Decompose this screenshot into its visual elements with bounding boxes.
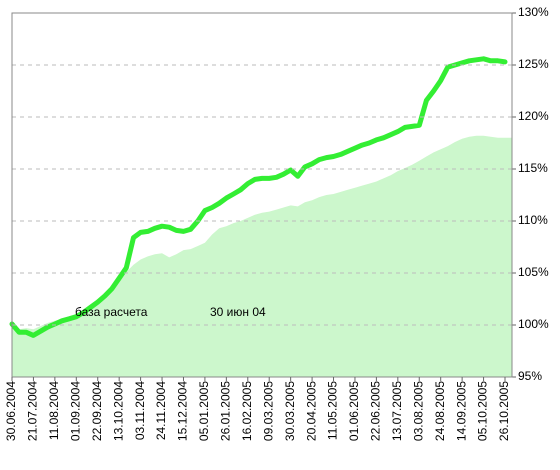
x-tick-label: 05.10.2005 [476,381,490,441]
y-tick-label: 115% [518,161,548,175]
x-tick-label: 22.06.2005 [369,381,383,441]
x-tick-label: 01.06.2005 [347,381,361,441]
x-tick-label: 26.10.2005 [497,381,511,441]
area [12,135,512,377]
y-tick-label: 100% [518,317,549,331]
x-tick-label: 13.10.2004 [111,381,125,441]
x-tick-label: 24.08.2005 [433,381,447,441]
x-tick-label: 14.09.2005 [454,381,468,441]
y-tick-label: 105% [518,265,549,279]
x-tick-label: 24.11.2004 [154,381,168,440]
x-tick-label: 11.05.2005 [326,381,340,440]
x-tick-label: 03.11.2004 [133,381,147,440]
x-tick-label: 26.01.2005 [219,381,233,441]
x-tick-label: 30.03.2005 [283,381,297,441]
annotation: 30 июн 04 [210,305,266,319]
x-tick-label: 21.07.2004 [26,381,40,441]
x-tick-label: 09.03.2005 [261,381,275,441]
x-tick-label: 22.09.2004 [90,381,104,441]
line [9,56,508,338]
plot-frame [11,12,513,378]
x-tick-label: 01.09.2004 [68,381,82,441]
x-tick-label: 20.04.2005 [304,381,318,441]
x-tick-label: 11.08.2004 [47,381,61,440]
x-tick-label: 05.01.2005 [197,381,211,441]
x-tick-label: 16.02.2005 [240,381,254,441]
x-tick-label: 30.06.2004 [4,381,18,441]
x-tick-label: 13.07.2005 [390,381,404,441]
x-tick-label: 15.12.2004 [176,381,190,441]
annotation: база расчета [75,305,148,319]
y-tick-label: 120% [518,109,549,123]
y-tick-label: 95% [518,369,542,383]
y-tick-label: 130% [518,5,549,19]
y-tick-label: 110% [518,213,548,227]
y-tick-label: 125% [518,57,549,71]
x-tick-label: 03.08.2005 [411,381,425,441]
